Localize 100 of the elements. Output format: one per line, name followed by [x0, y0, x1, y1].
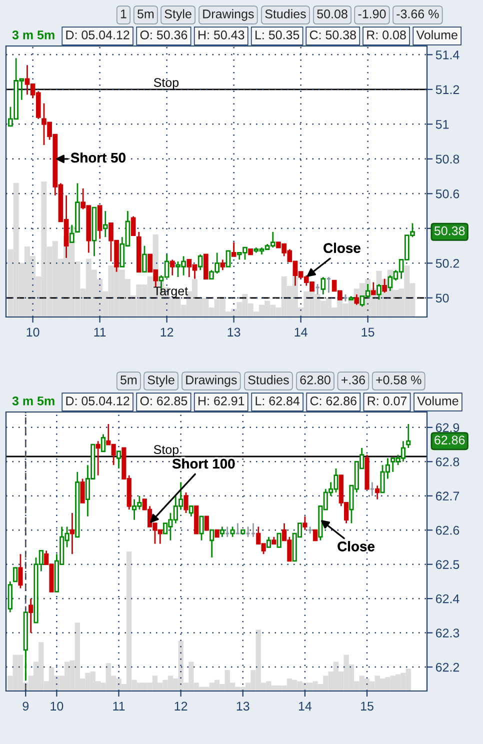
text: Volume — [416, 30, 458, 40]
candlestick — [13, 567, 18, 582]
y-tick-label: 62.2 — [436, 662, 460, 672]
candlestick — [198, 254, 203, 271]
y-tick-label: 50.6 — [436, 189, 460, 198]
text: +.36 — [341, 376, 365, 384]
text: 5m — [120, 376, 137, 384]
x-tick-label: 13 — [228, 328, 240, 337]
candlestick — [312, 529, 318, 542]
text: R: 0.07 — [368, 396, 407, 406]
text: C: 50.38 — [310, 30, 356, 40]
text: 5m — [138, 10, 154, 18]
x-tick-label: 10 — [26, 328, 40, 337]
candlestick — [100, 434, 106, 452]
x-tick-label: 15 — [361, 702, 374, 711]
x-tick-label: 14 — [298, 702, 312, 710]
x-tick-label: 14 — [294, 328, 308, 336]
text: 50.08 — [317, 10, 348, 18]
text: C: 62.86 — [310, 396, 356, 406]
candlestick — [276, 532, 282, 548]
candlestick — [130, 216, 136, 236]
text: 1 — [120, 10, 126, 18]
annotation: Short 50 — [70, 152, 126, 163]
chart-title: 3 m 5m — [12, 30, 54, 40]
text: Drawings — [203, 9, 254, 21]
candlestick — [266, 536, 272, 548]
x-tick-label: 10 — [50, 702, 64, 711]
x-tick-label: 12 — [174, 702, 188, 710]
y-tick-label: 62.7 — [436, 492, 460, 501]
x-tick-label: 9 — [22, 702, 29, 711]
candlestick — [302, 516, 308, 531]
x-tick-label: 15 — [362, 328, 374, 337]
candlestick — [116, 450, 122, 470]
candlestick — [18, 553, 23, 589]
x-tick-label: 13 — [236, 702, 250, 711]
candlestick — [69, 224, 74, 243]
candlestick — [231, 242, 236, 257]
text: -3.66 % — [396, 10, 439, 18]
candlestick — [375, 484, 380, 500]
y-tick-label: 50 — [436, 294, 449, 303]
y-tick-label: 62.9 — [436, 423, 460, 432]
candlestick — [70, 512, 74, 555]
y-tick-label: 51.4 — [436, 50, 460, 60]
y-tick-label: 62.3 — [436, 628, 460, 638]
ref-line-label: Stop — [154, 78, 179, 90]
candlestick — [170, 258, 175, 276]
text: H: 50.43 — [198, 30, 244, 40]
candlestick — [199, 516, 204, 542]
y-tick-label: 51.2 — [436, 85, 460, 94]
annotation: Short 100 — [172, 458, 235, 469]
text: R: 0.08 — [367, 30, 406, 40]
candlestick — [226, 250, 231, 268]
candlestick — [184, 492, 188, 514]
candlestick — [326, 276, 332, 294]
text: Style — [148, 375, 174, 387]
text: D: 05.04.12 — [66, 30, 130, 40]
x-tick-label: 11 — [113, 702, 125, 710]
candlestick — [80, 478, 85, 504]
text: Style — [164, 9, 192, 21]
text: O: 62.85 — [140, 396, 188, 406]
text: D: 05.04.12 — [66, 396, 130, 406]
candlestick — [320, 276, 326, 296]
text: 62.80 — [300, 376, 330, 384]
x-tick-label: 11 — [94, 328, 106, 336]
candlestick — [102, 210, 108, 238]
ref-line-label: Target — [154, 286, 188, 298]
candlestick — [142, 245, 147, 273]
candlestick — [188, 505, 194, 518]
text: +0.58 % — [376, 376, 422, 384]
annotation: 62.86 — [434, 436, 465, 444]
candlestick — [246, 526, 250, 538]
candlestick — [220, 526, 224, 538]
text: L: 50.35 — [256, 30, 300, 40]
text: H: 62.91 — [198, 396, 244, 406]
candlestick — [230, 526, 235, 538]
text: L: 62.84 — [256, 396, 300, 406]
text: Drawings — [186, 375, 237, 387]
y-tick-label: 50.8 — [436, 154, 460, 164]
text: -1.90 — [358, 10, 386, 18]
y-tick-label: 50.2 — [436, 258, 460, 268]
candlestick — [28, 598, 34, 634]
y-tick-label: 62.6 — [436, 526, 460, 535]
text: Studies — [265, 9, 306, 18]
annotation: Close — [324, 242, 360, 253]
candlestick — [96, 440, 100, 476]
candlestick — [406, 423, 411, 449]
x-tick-label: 12 — [160, 328, 174, 336]
candlestick — [210, 529, 214, 558]
annotation: Close — [338, 541, 374, 552]
y-tick-label: 62.5 — [436, 560, 460, 569]
text: Volume — [417, 396, 458, 406]
candlestick — [204, 516, 209, 531]
text: O: 50.36 — [140, 30, 188, 40]
annotation: 50.38 — [434, 226, 465, 236]
y-tick-label: 62.8 — [436, 457, 460, 466]
text: Studies — [248, 375, 289, 384]
chart-title: 3 m 5m — [12, 396, 54, 406]
y-tick-label: 51 — [436, 120, 449, 129]
y-tick-label: 62.4 — [436, 594, 460, 604]
ref-line-label: Stop — [154, 445, 179, 457]
